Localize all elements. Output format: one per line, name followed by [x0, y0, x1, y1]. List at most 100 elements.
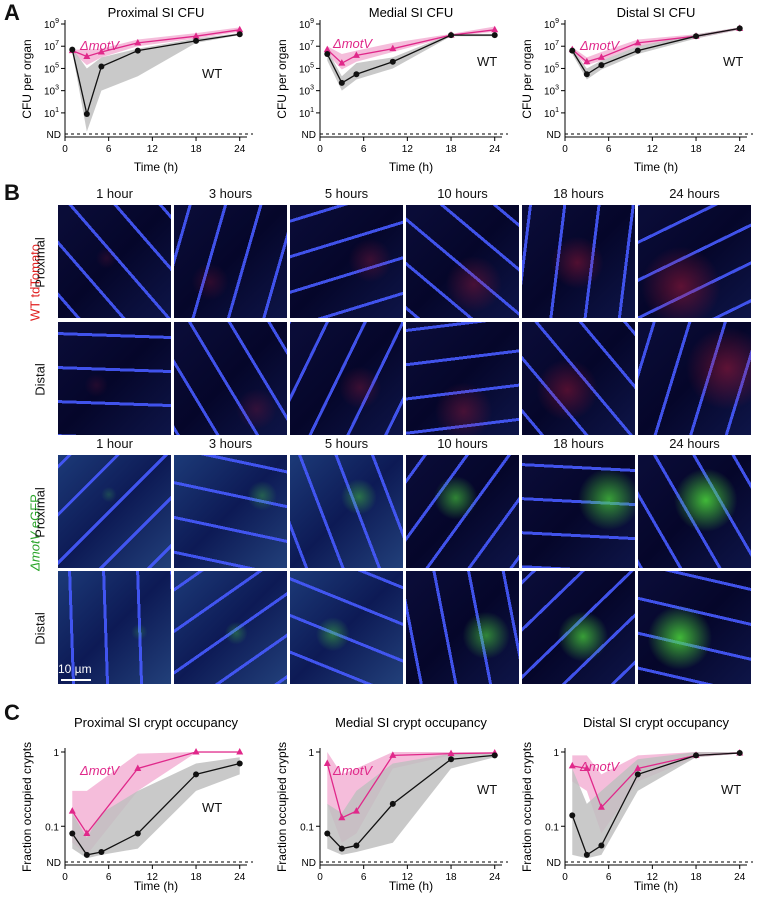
micrograph-tile: [638, 322, 751, 435]
y-tick-label: 0.1: [45, 822, 59, 833]
wt-point: [324, 830, 331, 837]
motv-series-label: ΔmotV: [579, 759, 620, 774]
wt-point: [69, 830, 76, 837]
wt-point: [236, 31, 243, 38]
chart-proximal-occupancy: Proximal SI crypt occupancy ND 0.1 1 0 6 12 18 2…: [20, 715, 253, 893]
motv-point: [352, 807, 360, 814]
motv-point: [323, 759, 331, 767]
confidence-band: [327, 752, 495, 843]
x-tick-label: 18: [690, 144, 702, 155]
y-tick-label: 101: [299, 107, 314, 120]
chart-title: Medial SI CFU: [369, 5, 454, 20]
wt-point: [324, 50, 331, 57]
micrograph-tile: [522, 571, 635, 684]
wt-series-label: WT: [477, 782, 497, 797]
motv-point: [583, 57, 591, 65]
x-tick-label: 24: [234, 144, 246, 155]
x-tick-label: 6: [606, 144, 612, 155]
motv-point: [338, 813, 346, 821]
x-tick-label: 0: [562, 144, 568, 155]
time-label: 3 hours: [208, 186, 253, 201]
wt-series-label: WT: [723, 54, 743, 69]
motv-point: [583, 764, 591, 771]
x-tick-label: 0: [562, 872, 568, 883]
confidence-band: [327, 753, 495, 855]
x-tick-label: 18: [190, 144, 202, 155]
wt-point: [634, 47, 641, 54]
x-tick-label: 6: [106, 144, 112, 155]
wt-point: [193, 771, 200, 778]
motv-series-label: ΔmotV: [579, 38, 620, 53]
micrograph-tile: [406, 205, 519, 318]
micrograph-tile: [406, 571, 519, 684]
micrograph-tile: [290, 205, 403, 318]
motv-point: [597, 53, 605, 60]
y-tick-label: 101: [544, 107, 559, 120]
motv-series-label: ΔmotV: [332, 763, 373, 778]
micrograph-tile: [290, 571, 403, 684]
micrograph-tile: [406, 322, 519, 435]
x-tick-label: 24: [234, 872, 246, 883]
row-label: Distal: [32, 612, 48, 645]
wt-line: [326, 754, 495, 850]
wt-point: [598, 62, 605, 69]
nd-label: ND: [302, 130, 316, 141]
chart-title: Proximal SI crypt occupancy: [74, 715, 239, 730]
motv-point: [134, 38, 142, 46]
wt-series-label: WT: [202, 66, 222, 81]
confidence-band: [72, 752, 240, 855]
wt-point: [353, 842, 360, 849]
y-tick-label: 0.1: [300, 822, 314, 833]
micrograph-tile: [174, 322, 287, 435]
motv-point: [236, 25, 244, 33]
time-label: 24 hours: [669, 186, 720, 201]
x-tick-label: 24: [489, 144, 501, 155]
motv-point: [634, 764, 642, 771]
x-axis-label: Time (h): [134, 160, 178, 174]
x-tick-label: 18: [190, 872, 202, 883]
motv-point: [236, 748, 244, 755]
confidence-band: [572, 27, 740, 80]
micrograph-tile: [638, 205, 751, 318]
x-tick-label: 12: [647, 144, 659, 155]
wt-point: [569, 812, 576, 819]
x-tick-label: 18: [690, 872, 702, 883]
confidence-band: [572, 752, 740, 859]
x-tick-label: 12: [647, 872, 659, 883]
wt-series-label: WT: [477, 54, 497, 69]
y-axis-label: Fraction occupied crypts: [275, 742, 289, 872]
wt-point: [389, 58, 396, 65]
micrograph-tile: [522, 322, 635, 435]
nd-label: ND: [47, 858, 61, 869]
wt-point: [448, 32, 455, 39]
micrograph-tile: [58, 571, 171, 684]
micrograph-tile: [58, 322, 171, 435]
x-tick-label: 0: [317, 872, 323, 883]
micrograph-tile: [638, 455, 751, 568]
confidence-band: [327, 33, 495, 91]
y-tick-label: 109: [299, 18, 314, 31]
wt-series-label: WT: [721, 782, 741, 797]
y-tick-label: 0.1: [545, 822, 559, 833]
micrograph-tile: [174, 455, 287, 568]
time-label: 5 hours: [324, 436, 369, 451]
micrograph-tile: [174, 205, 287, 318]
x-tick-label: 18: [445, 144, 457, 155]
row-label: Proximal: [32, 487, 48, 538]
motv-point: [352, 51, 360, 58]
x-tick-label: 12: [402, 144, 414, 155]
nd-label: ND: [47, 130, 61, 141]
chart-title: Proximal SI CFU: [108, 5, 205, 20]
wt-point: [583, 851, 590, 858]
y-tick-label: 103: [544, 85, 559, 98]
time-label: 18 hours: [553, 436, 604, 451]
x-axis-label: Time (h): [634, 879, 678, 893]
wt-point: [736, 25, 743, 32]
micrograph-tile: [290, 322, 403, 435]
x-axis-label: Time (h): [634, 160, 678, 174]
y-tick-label: 1: [53, 748, 59, 759]
chart-title: Distal SI crypt occupancy: [583, 715, 729, 730]
y-tick-label: 105: [299, 62, 314, 75]
wt-point: [389, 800, 396, 807]
wt-line: [571, 752, 740, 856]
